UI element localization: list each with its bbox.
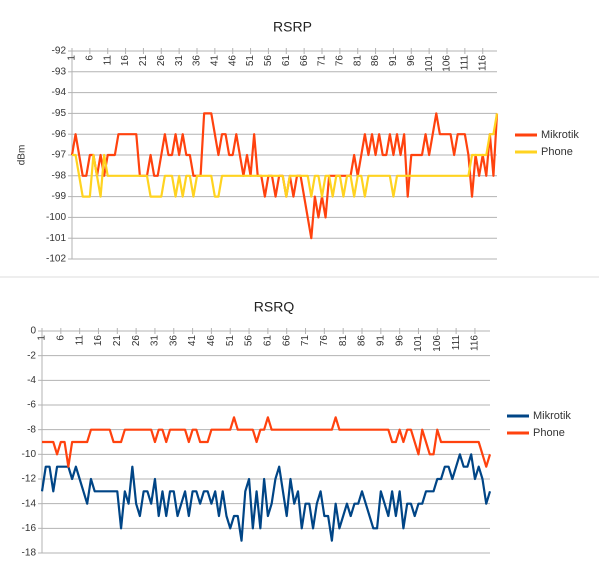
x-tick-label: 101 — [424, 55, 435, 72]
x-tick-label: 56 — [263, 55, 274, 67]
y-tick-label: -92 — [52, 46, 67, 57]
x-tick-label: 46 — [206, 335, 217, 347]
x-tick-label: 36 — [168, 335, 179, 347]
y-tick-label: -97 — [52, 150, 67, 161]
x-tick-label: 61 — [263, 335, 274, 347]
x-tick-label: 21 — [138, 55, 149, 67]
x-tick-label: 11 — [74, 335, 85, 346]
x-tick-label: 41 — [187, 335, 198, 347]
x-tick-label: 111 — [459, 55, 470, 71]
x-tick-label: 66 — [281, 335, 292, 347]
x-tick-label: 1 — [37, 335, 48, 341]
x-tick-label: 91 — [388, 55, 399, 67]
y-tick-label: -4 — [27, 375, 36, 386]
x-tick-label: 16 — [120, 55, 131, 67]
y-tick-label: -96 — [52, 129, 67, 140]
x-tick-label: 11 — [102, 55, 113, 66]
y-tick-label: -2 — [27, 350, 36, 361]
x-tick-label: 116 — [477, 55, 488, 71]
x-tick-label: 76 — [334, 55, 345, 67]
x-tick-label: 21 — [112, 335, 123, 347]
x-tick-label: 81 — [338, 335, 349, 347]
y-tick-label: -93 — [52, 66, 67, 77]
y-tick-label: -14 — [22, 498, 37, 509]
x-tick-label: 96 — [406, 55, 417, 67]
series-line — [42, 416, 492, 468]
y-tick-label: -10 — [22, 449, 37, 460]
legend-label: Mikrotik — [541, 129, 579, 141]
y-tick-label: -16 — [22, 523, 37, 534]
series-line — [72, 113, 499, 198]
legend-label: Mikrotik — [533, 410, 571, 422]
x-tick-label: 106 — [442, 55, 453, 72]
y-tick-label: -102 — [46, 254, 66, 265]
x-tick-label: 91 — [375, 335, 386, 347]
legend-label: Phone — [541, 146, 573, 158]
legend-label: Phone — [533, 427, 565, 439]
series-line — [40, 453, 492, 542]
x-tick-label: 81 — [352, 55, 363, 67]
y-tick-label: -18 — [22, 548, 37, 559]
x-tick-label: 86 — [357, 335, 368, 347]
y-tick-label: 0 — [30, 326, 36, 337]
x-tick-label: 56 — [244, 335, 255, 347]
x-tick-label: 46 — [227, 55, 238, 67]
x-tick-label: 66 — [299, 55, 310, 67]
y-tick-label: -12 — [22, 474, 37, 485]
x-tick-label: 71 — [317, 55, 328, 67]
x-tick-label: 101 — [413, 335, 424, 352]
x-tick-label: 51 — [245, 55, 256, 67]
x-tick-label: 111 — [451, 335, 462, 351]
x-tick-label: 41 — [209, 55, 220, 67]
y-tick-label: -95 — [52, 108, 67, 119]
y-tick-label: -101 — [46, 233, 66, 244]
x-tick-label: 116 — [470, 335, 481, 351]
x-tick-label: 31 — [174, 55, 185, 67]
x-tick-label: 96 — [394, 335, 405, 347]
x-tick-label: 26 — [131, 335, 142, 347]
x-tick-label: 76 — [319, 335, 330, 347]
x-tick-label: 61 — [281, 55, 292, 67]
x-tick-label: 16 — [93, 335, 104, 347]
y-tick-label: -99 — [52, 191, 67, 202]
x-tick-label: 6 — [84, 55, 95, 61]
chart-title: RSRQ — [254, 299, 295, 315]
x-tick-label: 71 — [300, 335, 311, 347]
chart-title: RSRP — [273, 19, 312, 35]
y-tick-label: -6 — [27, 400, 36, 411]
x-tick-label: 51 — [225, 335, 236, 347]
y-tick-label: -98 — [52, 170, 67, 181]
x-tick-label: 26 — [156, 55, 167, 67]
x-tick-label: 36 — [192, 55, 203, 67]
x-tick-label: 106 — [432, 335, 443, 352]
x-tick-label: 1 — [67, 55, 78, 61]
y-tick-label: -8 — [27, 424, 36, 435]
y-axis-label: dBm — [17, 145, 28, 166]
y-tick-label: -94 — [52, 87, 67, 98]
x-tick-label: 86 — [370, 55, 381, 67]
x-tick-label: 31 — [150, 335, 161, 347]
x-tick-label: 6 — [55, 335, 66, 341]
y-tick-label: -100 — [46, 212, 66, 223]
